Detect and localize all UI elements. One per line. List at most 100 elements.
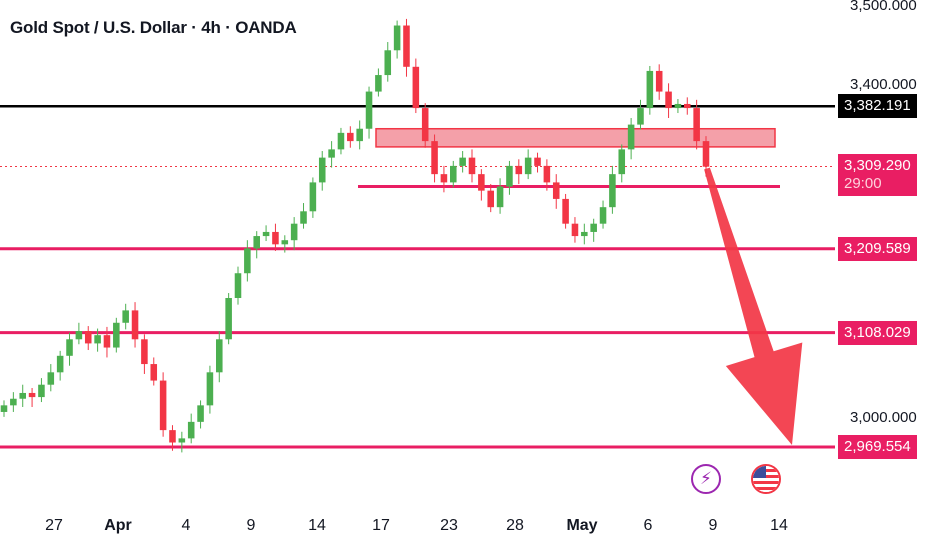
price-badge: 2,969.554 xyxy=(838,435,917,459)
downside-projection-arrow xyxy=(704,167,803,445)
candle-body xyxy=(38,384,45,398)
x-tick-label: 14 xyxy=(770,517,788,534)
candle-body xyxy=(94,335,101,344)
candle-body xyxy=(384,50,392,76)
candle-body xyxy=(225,298,232,340)
candle-body xyxy=(496,186,504,208)
candle-body xyxy=(506,165,513,187)
candle-body xyxy=(262,231,270,237)
candle-body xyxy=(347,132,354,142)
candle-body xyxy=(637,108,644,125)
candle-body xyxy=(244,248,251,274)
x-tick-label: 17 xyxy=(372,517,390,534)
candle-body xyxy=(693,108,700,142)
candle-body xyxy=(75,331,83,340)
x-tick-label: 23 xyxy=(440,517,458,534)
price-badge-value: 3,382.191 xyxy=(844,97,911,115)
candle-body xyxy=(356,128,363,142)
candle-body xyxy=(571,223,579,237)
candle-body xyxy=(665,91,672,109)
candle-body xyxy=(412,66,420,109)
us-flag-icon[interactable] xyxy=(751,464,781,494)
price-badge-value: 3,309.290 xyxy=(844,157,911,175)
candle-body xyxy=(646,70,654,109)
candle-body xyxy=(234,273,242,299)
candle-body xyxy=(141,339,148,365)
candle-body xyxy=(10,398,17,406)
candle-body xyxy=(131,310,139,340)
candle-body xyxy=(515,165,523,175)
candle-body xyxy=(337,132,345,150)
flag-graphic xyxy=(753,466,779,492)
candle-body xyxy=(552,182,560,199)
candle-body xyxy=(431,141,438,175)
x-tick-label: 4 xyxy=(181,517,191,534)
price-badge: 3,309.290 29:00 xyxy=(838,154,917,197)
candle-body xyxy=(590,223,597,232)
candle-body xyxy=(468,157,476,175)
candle-body xyxy=(618,149,626,175)
candle-body xyxy=(197,405,204,422)
x-tick-label: 14 xyxy=(308,517,326,534)
price-badge-value: 3,108.029 xyxy=(844,323,911,341)
candle-body xyxy=(113,322,120,348)
candle-body xyxy=(19,392,26,399)
price-badge: 3,108.029 xyxy=(838,320,917,345)
candle-body xyxy=(534,157,541,166)
candle-body xyxy=(627,124,635,150)
chart-title: Gold Spot / U.S. Dollar · 4h · OANDA xyxy=(10,18,297,37)
x-tick-label: 6 xyxy=(643,517,653,534)
candle-body xyxy=(122,310,129,323)
candle-body xyxy=(487,190,494,208)
candle-body xyxy=(478,174,485,191)
x-tick-label: 9 xyxy=(708,517,718,534)
y-tick-label: 3,000.000 xyxy=(850,409,917,426)
candle-body xyxy=(655,70,663,92)
resistance-zone xyxy=(375,127,776,148)
candle-body xyxy=(440,174,448,183)
candle-body xyxy=(365,91,373,129)
candle-body xyxy=(684,103,691,109)
candle-body xyxy=(393,25,401,51)
price-badge: 3,382.191 xyxy=(838,94,917,119)
candle-body xyxy=(281,240,289,245)
candle-body xyxy=(187,421,195,439)
candle-body xyxy=(84,331,92,344)
candle-body xyxy=(216,339,223,373)
candle-body xyxy=(459,157,466,166)
candle-body xyxy=(56,355,64,373)
x-tick-label: 28 xyxy=(506,517,524,534)
candle-body xyxy=(159,380,167,431)
price-badge: 3,209.589 xyxy=(838,236,917,261)
candle-body xyxy=(599,207,607,224)
candle-body xyxy=(309,182,317,212)
price-badge-value: 3,209.589 xyxy=(844,239,911,257)
candle-body xyxy=(581,231,588,237)
lightning-icon[interactable]: ⚡ xyxy=(691,464,721,494)
candle-body xyxy=(543,165,551,183)
candle-body xyxy=(28,392,36,398)
candle-body xyxy=(150,364,158,381)
candle-body xyxy=(609,174,616,208)
y-tick-label: 3,400.000 xyxy=(850,76,917,93)
candle-body xyxy=(674,103,682,109)
candle-body xyxy=(524,157,532,175)
candle-body xyxy=(47,372,55,385)
candle-body xyxy=(562,198,569,224)
candle-body xyxy=(66,339,73,356)
candle-body xyxy=(0,405,8,412)
x-tick-label: Apr xyxy=(104,517,132,534)
candle-body xyxy=(318,157,326,183)
x-tick-label: 9 xyxy=(246,517,256,534)
candle-body xyxy=(290,223,298,241)
price-badge-value: 2,969.554 xyxy=(844,438,911,455)
x-tick-label: May xyxy=(566,517,598,534)
candle-body xyxy=(178,438,186,443)
candle-body xyxy=(206,372,214,406)
y-tick-label: 3,500.000 xyxy=(850,0,917,14)
candle-body xyxy=(253,236,260,249)
lightning-glyph: ⚡ xyxy=(700,469,712,488)
candle-body xyxy=(450,165,457,183)
candle-body xyxy=(300,211,307,224)
